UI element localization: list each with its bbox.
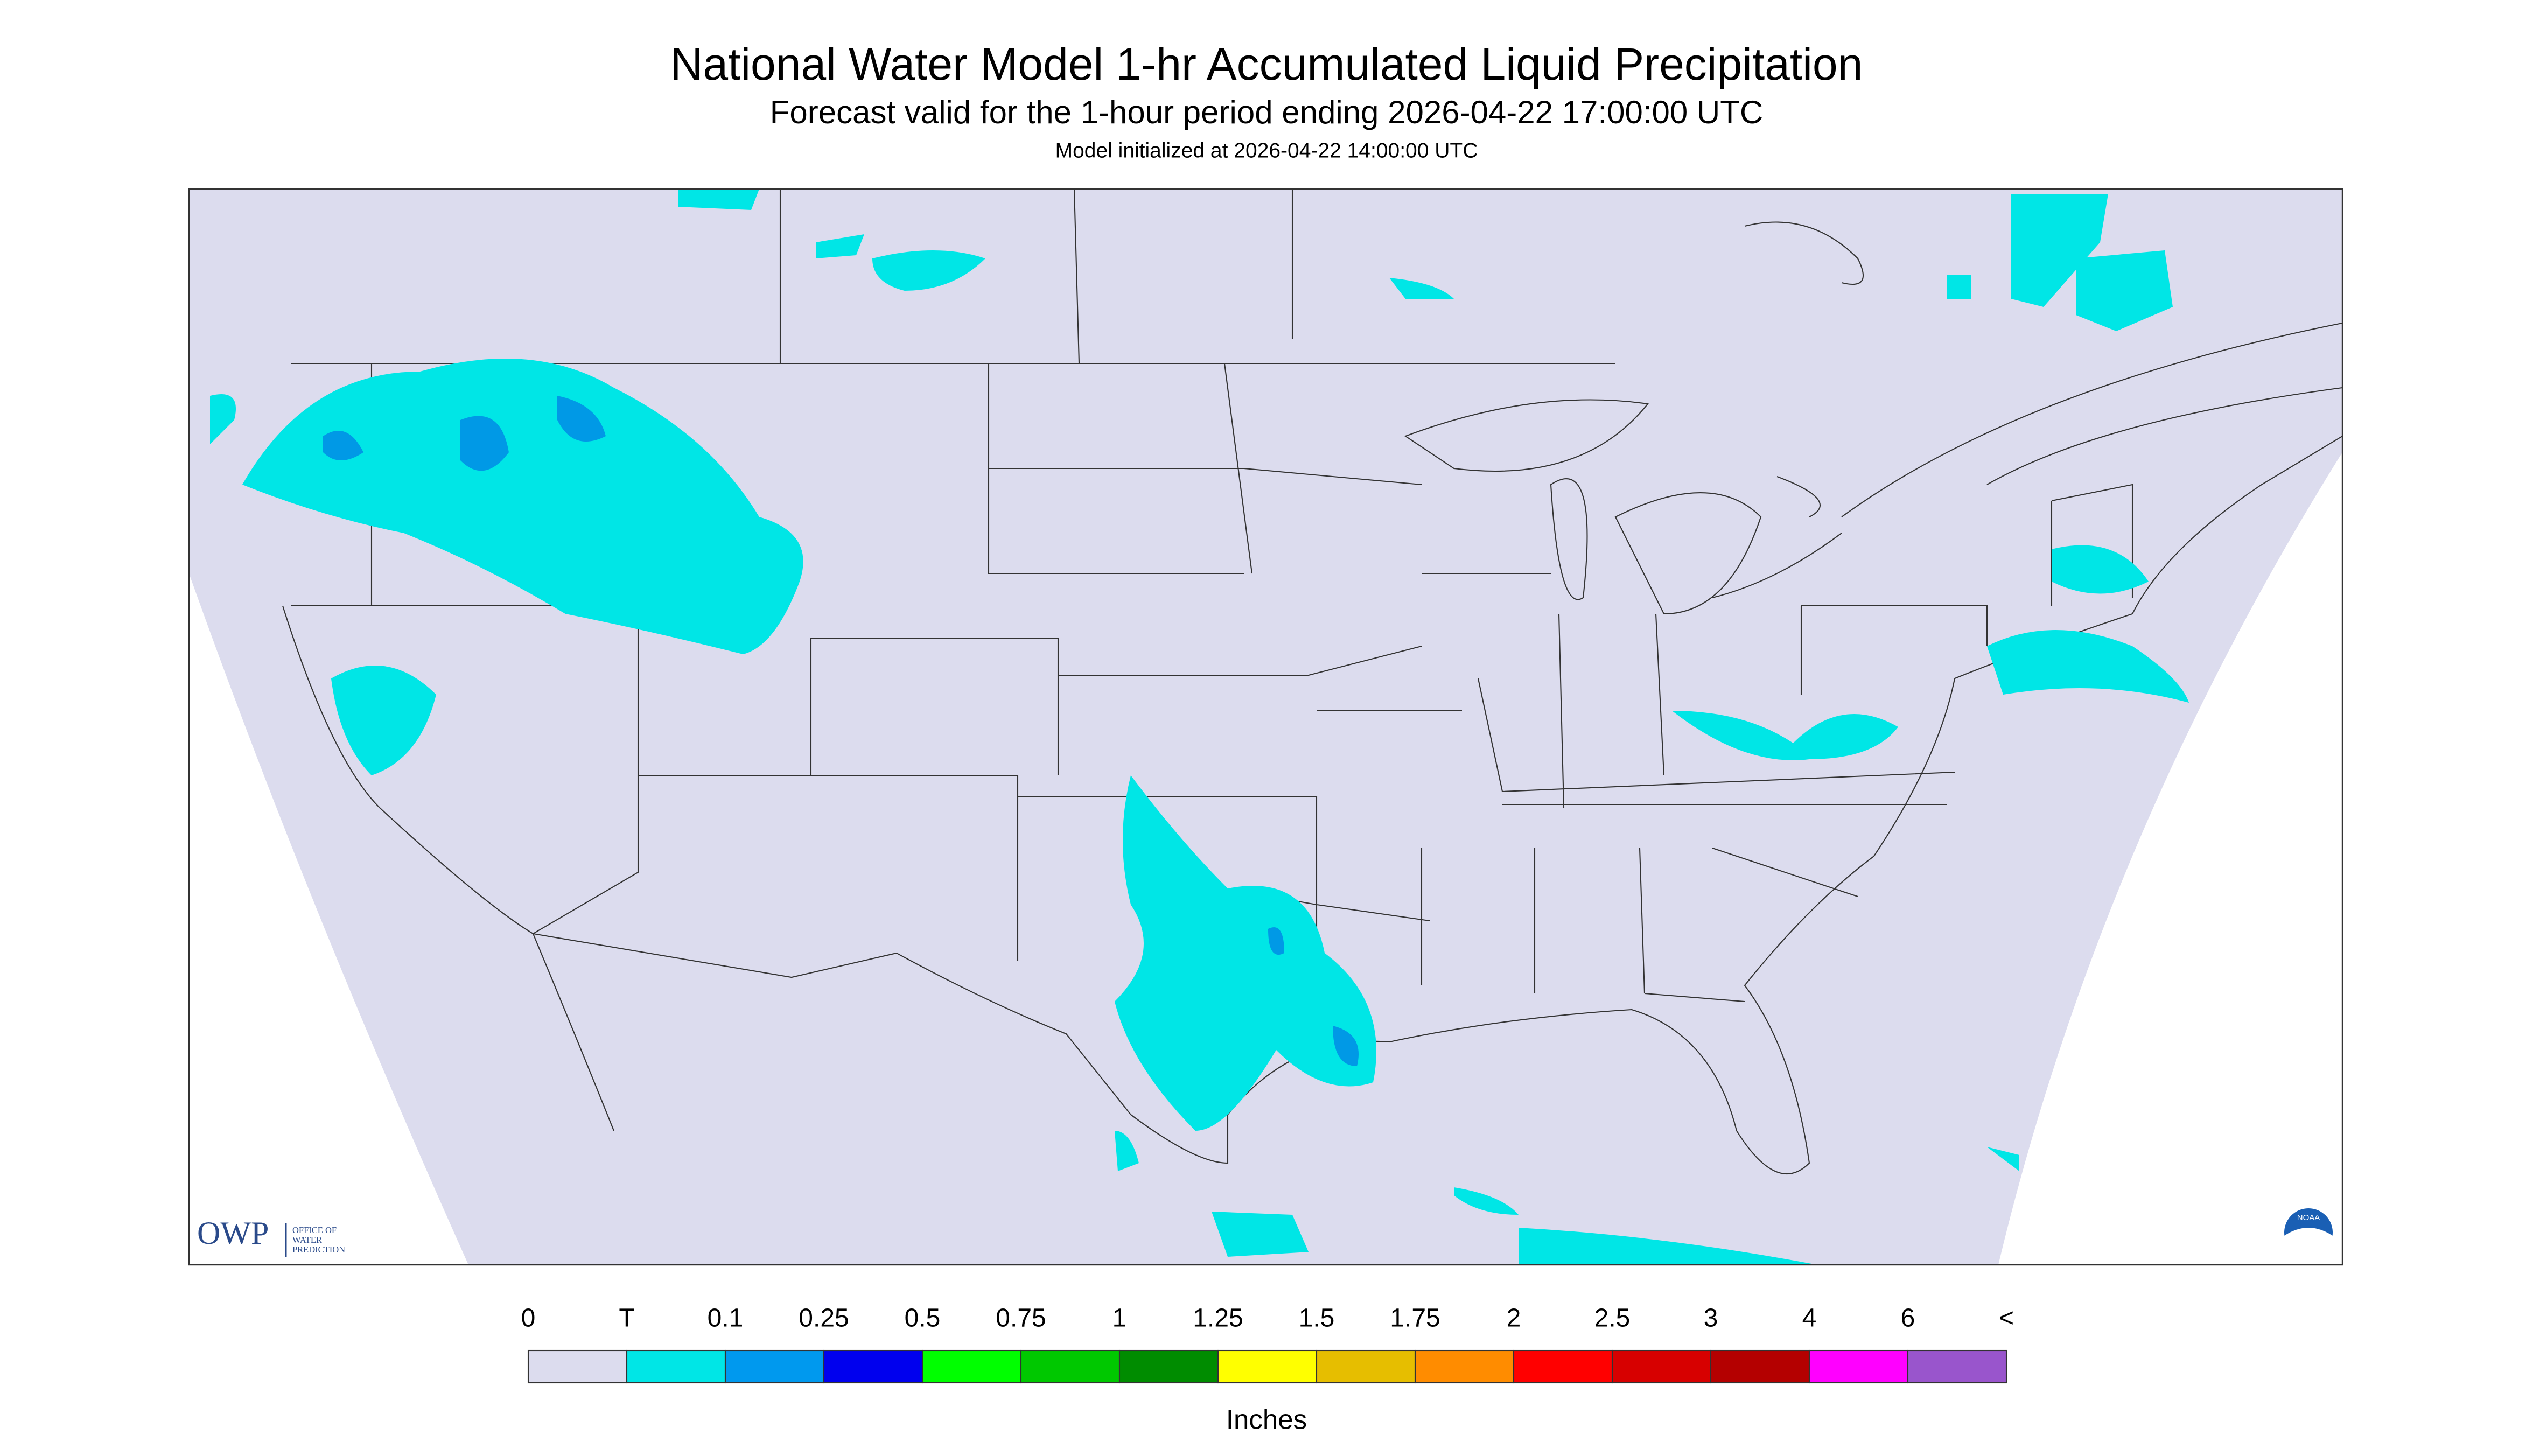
legend-swatch	[1217, 1349, 1318, 1384]
legend-label: 0	[521, 1304, 536, 1333]
legend-label: 4	[1802, 1304, 1817, 1333]
title: National Water Model 1-hr Accumulated Li…	[670, 39, 1863, 89]
legend-swatch	[1808, 1349, 1909, 1384]
legend-label: <	[1999, 1304, 2014, 1333]
legend-label: 1.75	[1390, 1304, 1440, 1333]
init-time: Model initialized at 2026-04-22 14:00:00…	[1055, 139, 1478, 162]
legend-units: Inches	[1226, 1404, 1307, 1434]
map-frame	[188, 188, 2343, 1266]
legend-swatch	[921, 1349, 1022, 1384]
legend-label: 2	[1507, 1304, 1521, 1333]
legend-label: 0.75	[996, 1304, 1046, 1333]
legend-swatch	[1020, 1349, 1121, 1384]
owp-logo: OWP	[197, 1215, 269, 1251]
legend-swatch	[724, 1349, 825, 1384]
legend-label: 0.25	[799, 1304, 849, 1333]
legend-swatch	[1611, 1349, 1712, 1384]
legend-swatch	[1710, 1349, 1810, 1384]
legend-swatch	[823, 1349, 923, 1384]
subtitle: Forecast valid for the 1-hour period end…	[770, 94, 1763, 130]
precip	[210, 189, 2189, 1265]
legend-label: 6	[1901, 1304, 1915, 1333]
legend-label: T	[619, 1304, 634, 1333]
legend-label: 0.5	[905, 1304, 941, 1333]
legend-swatch	[1907, 1349, 2007, 1384]
noaa-text: NOAA	[2297, 1213, 2320, 1222]
legend-label: 0.1	[708, 1304, 744, 1333]
legend-swatch	[527, 1349, 628, 1384]
legend-swatch	[626, 1349, 726, 1384]
legend-swatch	[1316, 1349, 1416, 1384]
legend-swatch	[1414, 1349, 1515, 1384]
owp-line: OFFICE OF	[292, 1225, 337, 1235]
legend-label: 1	[1112, 1304, 1127, 1333]
legend-label: 2.5	[1594, 1304, 1631, 1333]
borders	[282, 188, 2343, 1175]
map-domain	[189, 189, 2342, 1265]
legend-swatch	[1513, 1349, 1613, 1384]
legend-label: 1.25	[1193, 1304, 1243, 1333]
legend: 0 T 0.1 0.25 0.5 0.75 1 1.25 1.5 1.75 2 2.5 3 4 6 <	[521, 1304, 2014, 1384]
owp-line: PREDICTION	[292, 1244, 345, 1255]
legend-swatch	[1118, 1349, 1219, 1384]
legend-label: 3	[1704, 1304, 1718, 1333]
legend-label: 1.5	[1299, 1304, 1335, 1333]
owp-line: WATER	[292, 1235, 322, 1245]
noaa-wave	[2284, 1228, 2333, 1261]
